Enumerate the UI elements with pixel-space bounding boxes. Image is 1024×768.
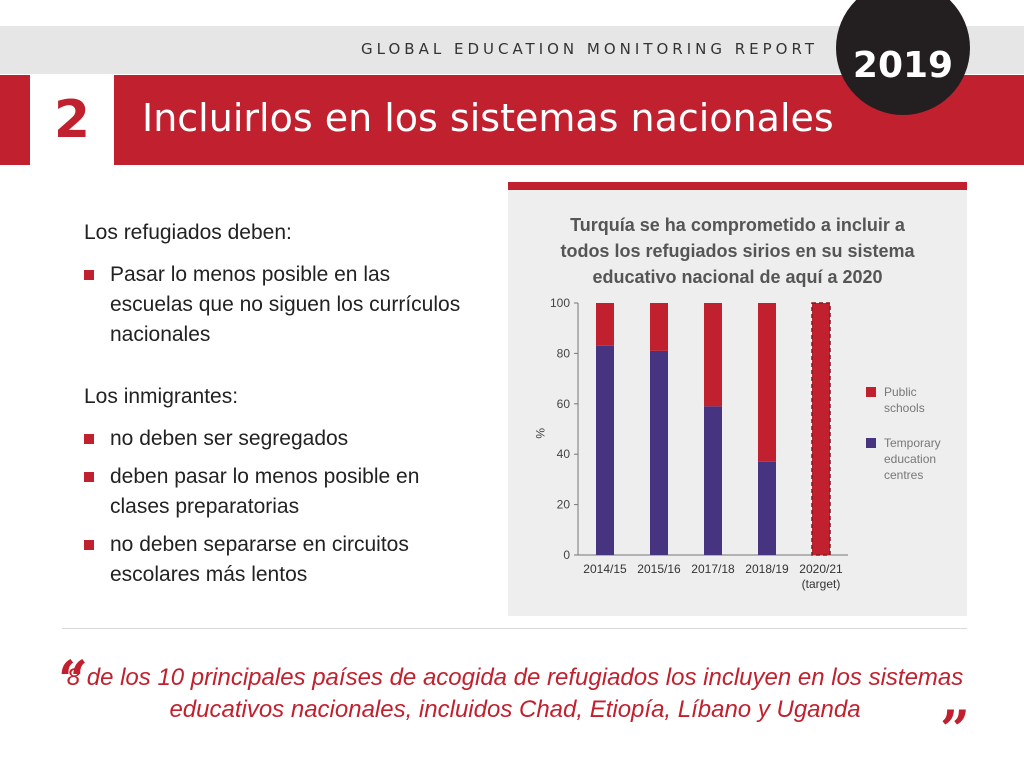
x-tick-label: 2017/18 [691,562,735,576]
legend-label: schools [884,401,925,415]
bar-segment [596,345,614,555]
x-tick-label: 2020/21 [799,562,843,576]
bar-segment [704,406,722,555]
bar-segment [650,350,668,555]
list-item: Pasar lo menos posible en las escuelas q… [84,260,474,350]
year-badge: 2019 [836,0,970,115]
migrants-lead: Los inmigrantes: [84,385,239,408]
bullet-square-icon [84,540,94,550]
legend-swatch [866,387,876,397]
x-tick-label: (target) [802,577,841,591]
chart-title-line: todos los refugiados sirios en su sistem… [560,241,915,261]
bar-segment [596,303,614,346]
bar-segment [811,302,831,556]
y-tick-label: 100 [550,296,570,310]
close-quote-icon: ” [940,700,970,761]
bullet-square-icon [84,472,94,482]
bar-segment [704,303,722,407]
migrants-bullets: no deben ser segregados deben pasar lo m… [84,424,474,590]
y-tick-label: 20 [557,498,571,512]
bar-segment [650,303,668,351]
chart-title-line: Turquía se ha comprometido a incluir a [570,215,905,235]
chart-panel: Turquía se ha comprometido a incluir a t… [508,182,967,616]
report-title: GLOBAL EDUCATION MONITORING REPORT [361,40,818,58]
pull-quote: 8 de los 10 principales países de acogid… [66,664,964,723]
list-item: no deben ser segregados [84,424,474,454]
y-axis-label: % [533,428,547,439]
stacked-bar-chart: 0 20 40 60 80 100% 2014/15 2015/16 2017/18 2018/1… [533,296,941,591]
legend-label: Public [884,385,917,399]
legend-label: centres [884,468,923,482]
chart-title-line: educativo nacional de aquí a 2020 [592,267,883,287]
x-tick-label: 2015/16 [637,562,681,576]
y-tick-label: 0 [563,548,570,562]
y-tick-label: 60 [557,397,571,411]
section-number: 2 [30,75,114,165]
y-tick-label: 40 [557,447,571,461]
x-tick-label: 2014/15 [583,562,627,576]
chart-title: Turquía se ha comprometido a incluir a t… [508,212,967,290]
legend-swatch [866,438,876,448]
y-tick-label: 80 [557,346,571,360]
x-tick-label: 2018/19 [745,562,789,576]
list-item: no deben separarse en circuitos escolare… [84,530,474,590]
divider [62,628,967,629]
bullet-square-icon [84,270,94,280]
bar-segment [758,303,776,462]
bar-segment [758,461,776,555]
list-item: deben pasar lo menos posible en clases p… [84,462,474,522]
open-quote-icon: “ [58,650,88,711]
bullet-square-icon [84,434,94,444]
refugees-bullets: Pasar lo menos posible en las escuelas q… [84,260,474,350]
legend-label: education [884,452,936,466]
refugees-lead: Los refugiados deben: [84,221,292,244]
slide-title: Incluirlos en los sistemas nacionales [142,96,834,140]
left-text-column: Los refugiados deben: Pasar lo menos pos… [84,218,474,598]
legend-label: Temporary [884,436,941,450]
